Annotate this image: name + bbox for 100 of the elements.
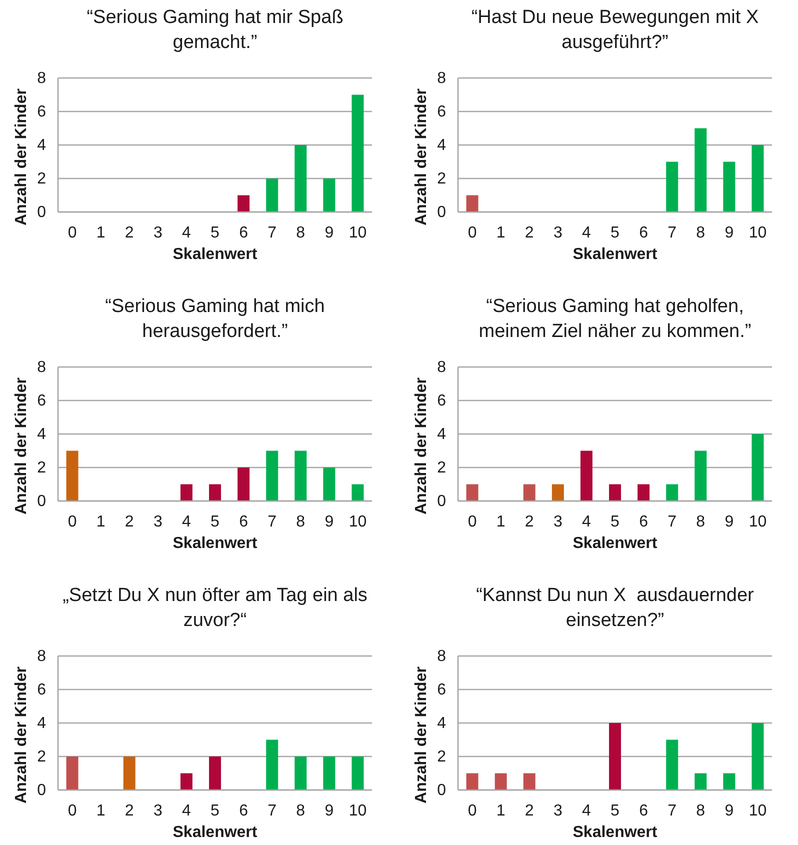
y-tick-label: 4 bbox=[437, 426, 446, 444]
bar bbox=[323, 756, 336, 790]
y-tick-label: 6 bbox=[37, 392, 46, 410]
bar bbox=[66, 450, 78, 501]
x-tick-label: 10 bbox=[748, 802, 767, 820]
x-tick-label: 9 bbox=[324, 513, 334, 530]
x-tick-label: 10 bbox=[748, 224, 767, 242]
x-tick-label: 3 bbox=[553, 802, 562, 820]
x-tick-label: 9 bbox=[324, 224, 334, 242]
bar bbox=[666, 484, 678, 501]
bar bbox=[466, 484, 478, 501]
x-tick-label: 6 bbox=[239, 224, 248, 242]
x-tick-label: 0 bbox=[68, 513, 77, 530]
x-axis-title: Skalenwert bbox=[172, 824, 258, 841]
bar bbox=[294, 450, 307, 501]
x-tick-label: 1 bbox=[496, 802, 506, 820]
y-axis-title: Anzahl der Kinder bbox=[413, 666, 430, 804]
x-tick-label: 7 bbox=[668, 224, 677, 242]
y-axis-title: Anzahl der Kinder bbox=[13, 666, 30, 804]
y-tick-label: 6 bbox=[437, 104, 446, 121]
x-tick-label: 3 bbox=[553, 224, 562, 242]
y-axis-title: Anzahl der Kinder bbox=[13, 88, 30, 226]
bar bbox=[723, 773, 736, 790]
x-tick-label: 3 bbox=[153, 513, 162, 530]
x-tick-label: 0 bbox=[468, 513, 477, 530]
bar bbox=[609, 723, 621, 790]
x-tick-label: 5 bbox=[210, 224, 220, 242]
y-tick-label: 8 bbox=[37, 70, 46, 88]
bar bbox=[666, 740, 678, 790]
chart-title: „Setzt Du X nun öfter am Tag ein als zuvor?“ bbox=[62, 585, 368, 631]
x-tick-label: 5 bbox=[610, 802, 620, 820]
x-tick-label: 2 bbox=[524, 513, 534, 530]
y-tick-label: 2 bbox=[37, 748, 46, 766]
x-tick-label: 4 bbox=[182, 224, 191, 242]
bar bbox=[694, 450, 707, 501]
y-tick-label: 4 bbox=[37, 137, 46, 154]
x-tick-label: 9 bbox=[724, 802, 734, 820]
x-axis-title: Skalenwert bbox=[172, 535, 258, 552]
bar bbox=[180, 484, 192, 501]
bar bbox=[580, 450, 592, 501]
x-tick-label: 8 bbox=[696, 802, 706, 820]
x-tick-label: 0 bbox=[468, 224, 477, 242]
x-tick-label: 10 bbox=[748, 513, 767, 530]
bar bbox=[723, 162, 736, 212]
y-tick-label: 6 bbox=[437, 392, 446, 410]
x-tick-label: 8 bbox=[296, 224, 306, 242]
y-tick-label: 0 bbox=[437, 204, 446, 222]
chart-title: “Hast Du neue Bewegungen mit X ausgeführt?” bbox=[471, 7, 759, 53]
x-tick-label: 9 bbox=[324, 802, 334, 820]
bar bbox=[352, 94, 364, 212]
x-tick-label: 1 bbox=[496, 224, 506, 242]
bar bbox=[323, 468, 336, 501]
x-tick-label: 8 bbox=[696, 513, 706, 530]
chart-title: “Serious Gaming hat mir Spaß gemacht.” bbox=[86, 7, 344, 53]
x-tick-label: 7 bbox=[268, 513, 277, 530]
x-tick-label: 5 bbox=[610, 224, 620, 242]
bar bbox=[523, 773, 536, 790]
bar bbox=[266, 740, 278, 790]
bar bbox=[209, 484, 221, 501]
x-axis-title: Skalenwert bbox=[572, 824, 658, 841]
chart-title: “Serious Gaming hat geholfen, meinem Ziel näher zu kommen.” bbox=[478, 296, 752, 342]
x-tick-label: 6 bbox=[639, 802, 648, 820]
y-tick-label: 2 bbox=[437, 460, 446, 477]
bar bbox=[266, 178, 278, 212]
x-axis-title: Skalenwert bbox=[572, 535, 658, 552]
x-tick-label: 6 bbox=[239, 513, 248, 530]
bar bbox=[638, 484, 650, 501]
bar bbox=[238, 468, 250, 501]
y-tick-label: 0 bbox=[37, 493, 46, 510]
x-tick-label: 0 bbox=[468, 802, 477, 820]
x-tick-label: 1 bbox=[96, 513, 106, 530]
x-tick-label: 0 bbox=[68, 802, 77, 820]
x-tick-label: 5 bbox=[610, 513, 620, 530]
x-tick-label: 0 bbox=[68, 224, 77, 242]
x-tick-label: 6 bbox=[239, 802, 248, 820]
bar bbox=[238, 195, 250, 212]
bar bbox=[609, 484, 621, 501]
y-tick-label: 6 bbox=[37, 682, 46, 699]
y-tick-label: 0 bbox=[37, 782, 46, 800]
y-tick-label: 0 bbox=[437, 782, 446, 800]
x-tick-label: 8 bbox=[296, 802, 306, 820]
y-tick-label: 8 bbox=[37, 648, 46, 666]
x-tick-label: 8 bbox=[696, 224, 706, 242]
y-tick-label: 8 bbox=[437, 70, 446, 88]
x-tick-label: 4 bbox=[182, 513, 191, 530]
x-axis-title: Skalenwert bbox=[572, 246, 658, 263]
x-tick-label: 10 bbox=[348, 513, 367, 530]
bar bbox=[266, 450, 278, 501]
chart-title: “Kannst Du nun X ausdauernder einsetzen?” bbox=[476, 585, 755, 631]
x-tick-label: 3 bbox=[153, 224, 162, 242]
y-tick-label: 8 bbox=[437, 648, 446, 666]
x-tick-label: 7 bbox=[668, 513, 677, 530]
y-tick-label: 2 bbox=[437, 170, 446, 188]
x-tick-label: 5 bbox=[210, 513, 220, 530]
x-tick-label: 3 bbox=[553, 513, 562, 530]
x-tick-label: 2 bbox=[524, 802, 534, 820]
x-tick-label: 7 bbox=[268, 802, 277, 820]
x-tick-label: 8 bbox=[296, 513, 306, 530]
y-tick-label: 2 bbox=[37, 460, 46, 477]
bar bbox=[666, 162, 678, 212]
